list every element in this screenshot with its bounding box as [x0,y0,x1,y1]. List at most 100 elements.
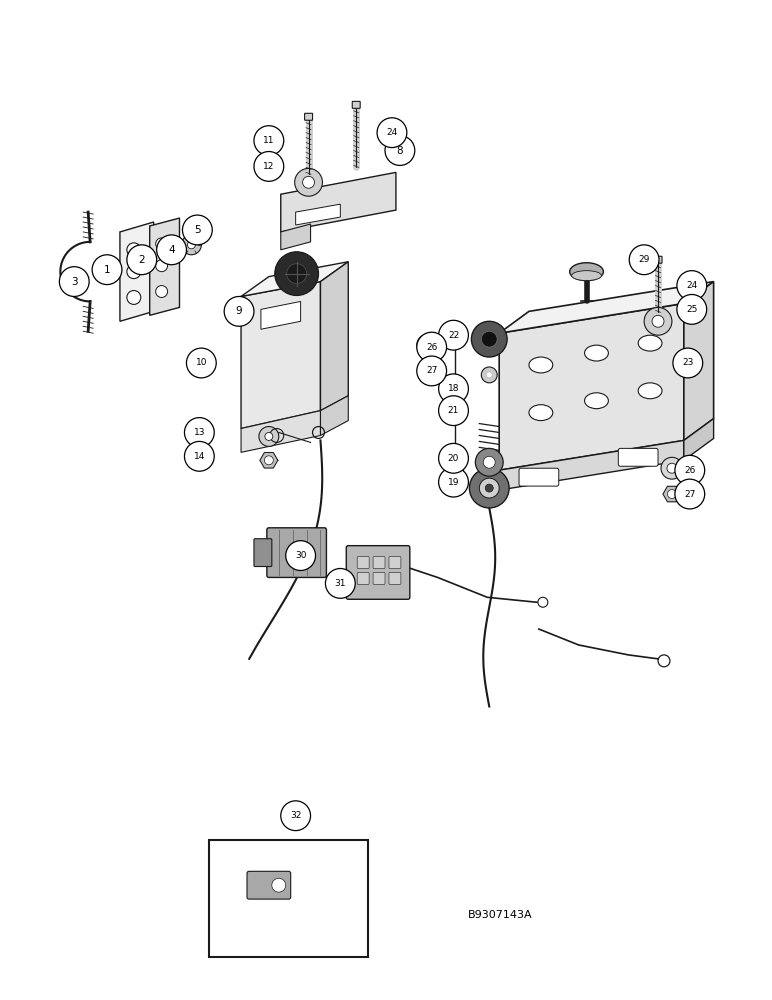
Polygon shape [281,172,396,232]
Polygon shape [260,453,278,468]
Circle shape [156,238,168,250]
Circle shape [254,152,284,181]
Text: B9307143A: B9307143A [467,910,532,920]
Circle shape [629,245,659,275]
Circle shape [181,235,201,255]
Circle shape [173,251,182,261]
Circle shape [483,456,495,468]
Circle shape [377,118,407,148]
FancyBboxPatch shape [373,557,385,569]
Circle shape [275,252,319,295]
Polygon shape [241,262,348,296]
Polygon shape [241,282,320,429]
Circle shape [673,348,703,378]
Circle shape [272,878,286,892]
Text: 3: 3 [71,277,77,287]
FancyBboxPatch shape [618,448,658,466]
Circle shape [295,168,323,196]
Text: 22: 22 [448,331,459,340]
Circle shape [185,418,215,447]
Circle shape [486,484,493,492]
Ellipse shape [584,393,608,409]
Circle shape [254,126,284,155]
Circle shape [156,286,168,297]
Ellipse shape [584,345,608,361]
Circle shape [286,541,316,570]
Text: 18: 18 [448,384,459,393]
Text: 2: 2 [138,255,145,265]
Polygon shape [499,303,684,470]
Circle shape [438,374,469,404]
Circle shape [187,348,216,378]
Circle shape [185,441,215,471]
Text: 4: 4 [168,245,175,255]
Circle shape [303,176,314,188]
Circle shape [661,457,683,479]
Polygon shape [150,218,180,315]
Text: 10: 10 [195,358,207,367]
Text: 27: 27 [684,490,696,499]
Circle shape [188,241,195,249]
Ellipse shape [529,405,553,421]
Circle shape [157,235,187,265]
Text: 19: 19 [448,478,459,487]
Circle shape [259,427,279,446]
Circle shape [677,294,706,324]
FancyBboxPatch shape [389,557,401,569]
Circle shape [127,291,141,304]
Text: 21: 21 [448,406,459,415]
Circle shape [677,271,706,300]
Text: 13: 13 [194,428,205,437]
Text: 5: 5 [194,225,201,235]
Circle shape [224,296,254,326]
Circle shape [423,340,432,350]
Circle shape [417,334,438,356]
Circle shape [264,456,273,465]
FancyBboxPatch shape [389,572,401,584]
Circle shape [668,490,676,499]
FancyBboxPatch shape [352,101,361,108]
Circle shape [469,468,509,508]
Circle shape [472,321,507,357]
FancyBboxPatch shape [519,468,559,486]
FancyBboxPatch shape [357,557,369,569]
Text: 8: 8 [397,146,403,156]
Circle shape [438,320,469,350]
Polygon shape [499,440,684,490]
FancyBboxPatch shape [654,256,662,263]
Circle shape [667,463,677,473]
Text: 31: 31 [334,579,346,588]
FancyBboxPatch shape [373,572,385,584]
FancyBboxPatch shape [254,539,272,567]
Circle shape [675,479,705,509]
Circle shape [127,265,141,279]
Circle shape [127,243,141,257]
Circle shape [423,366,432,375]
Text: 9: 9 [235,306,242,316]
Polygon shape [499,282,713,333]
Ellipse shape [638,383,662,399]
Polygon shape [241,411,320,452]
Circle shape [476,448,503,476]
Ellipse shape [529,357,553,373]
Circle shape [92,255,122,285]
Circle shape [417,332,446,362]
Ellipse shape [638,335,662,351]
Circle shape [675,455,705,485]
Circle shape [127,245,157,275]
Circle shape [438,396,469,426]
Circle shape [438,443,469,473]
Ellipse shape [570,263,604,281]
Circle shape [417,356,446,386]
Circle shape [644,307,672,335]
FancyBboxPatch shape [247,871,291,899]
Text: 24: 24 [386,128,398,137]
FancyBboxPatch shape [305,113,313,120]
Ellipse shape [571,271,601,281]
FancyBboxPatch shape [267,528,327,577]
FancyBboxPatch shape [357,572,369,584]
Polygon shape [320,262,348,411]
Polygon shape [684,419,713,460]
FancyBboxPatch shape [209,840,368,957]
Circle shape [481,367,497,383]
